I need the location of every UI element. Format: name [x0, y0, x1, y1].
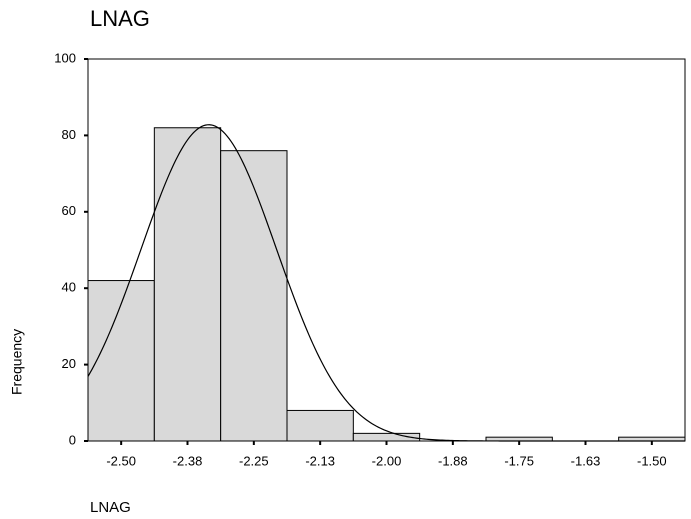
y-tick-label: 80 [62, 127, 76, 142]
x-tick-label: -1.63 [571, 453, 601, 468]
x-tick-label: -2.00 [372, 453, 402, 468]
y-tick-label: 20 [62, 356, 76, 371]
x-tick-label: -2.38 [173, 453, 203, 468]
y-tick-label: 60 [62, 203, 76, 218]
bar [286, 409, 354, 442]
y-tick-label: 40 [62, 280, 76, 295]
y-tick-label: 100 [54, 50, 76, 65]
x-tick-label: -1.75 [504, 453, 534, 468]
x-tick-label: -2.13 [305, 453, 335, 468]
plot-frame [87, 58, 686, 442]
x-tick-label: -1.88 [438, 453, 468, 468]
x-tick-label: -2.50 [106, 453, 136, 468]
x-tick-label: -2.25 [239, 453, 269, 468]
x-axis-label: LNAG [90, 499, 131, 516]
bar [220, 150, 288, 442]
bar [153, 127, 222, 442]
y-tick-label: 0 [69, 432, 76, 447]
x-tick-label: -1.50 [637, 453, 667, 468]
y-axis-label: Frequency [9, 329, 25, 395]
chart-title: LNAG [90, 6, 150, 31]
